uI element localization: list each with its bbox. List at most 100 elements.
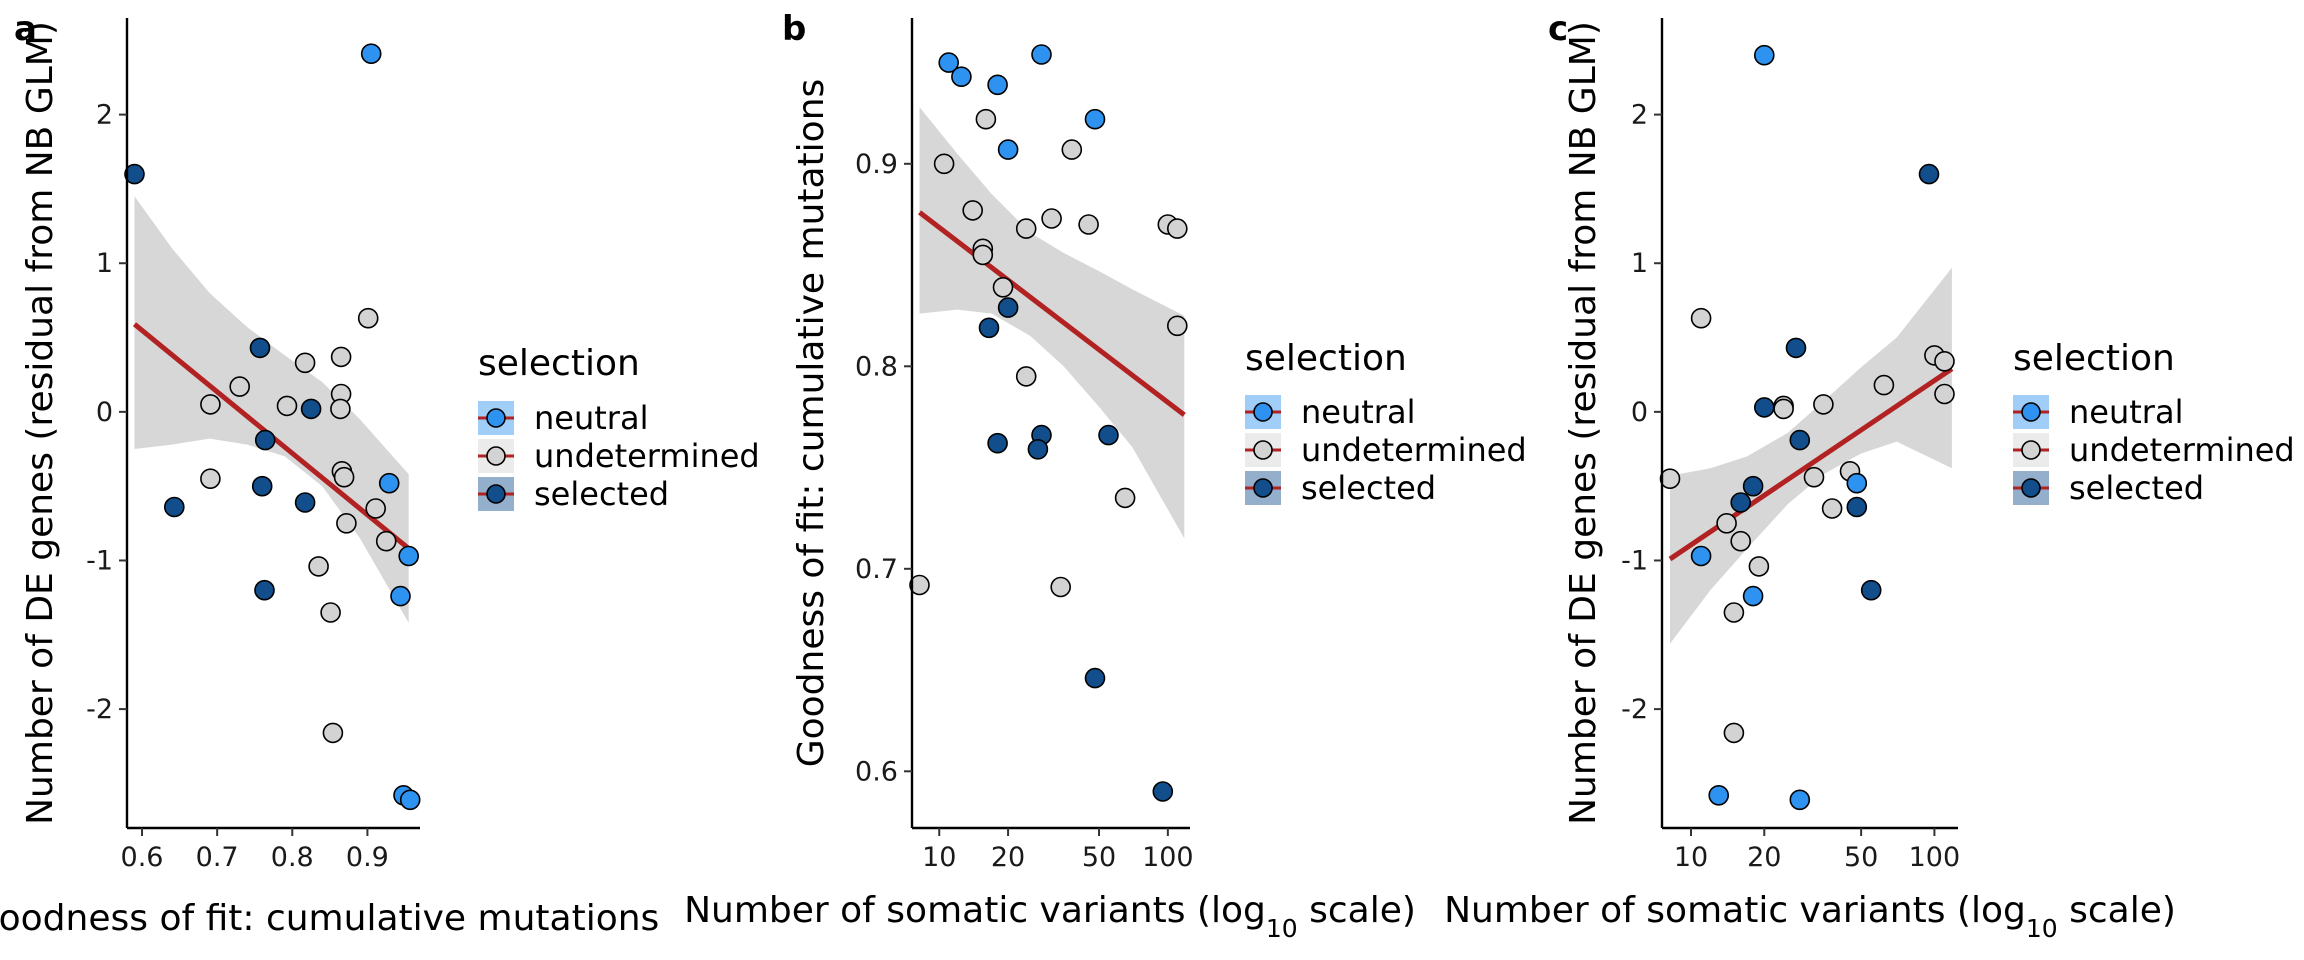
point-undetermined bbox=[1050, 576, 1071, 598]
x-tick-label: 100 bbox=[1142, 842, 1194, 873]
point-undetermined bbox=[1167, 315, 1188, 337]
panel-b: 0.6 0.7 0.8 0.9 10 20 50 100 Number of somatic v… bbox=[684, 9, 1527, 943]
point-neutral bbox=[1754, 44, 1775, 66]
point-selected bbox=[254, 579, 275, 601]
point-neutral bbox=[1084, 108, 1106, 130]
x-tick-label: 50 bbox=[1844, 842, 1878, 873]
legend-key-point bbox=[2021, 440, 2041, 460]
point-selected bbox=[1084, 667, 1106, 689]
legend-title: selection bbox=[1245, 338, 1407, 379]
y-tick-label: -1 bbox=[1621, 545, 1648, 576]
point-undetermined bbox=[1723, 722, 1745, 744]
point-selected bbox=[1846, 496, 1868, 518]
point-undetermined bbox=[357, 307, 379, 329]
y-tick-label: 0 bbox=[96, 397, 113, 428]
point-undetermined bbox=[1015, 218, 1037, 239]
point-undetermined bbox=[972, 244, 994, 266]
point-selected bbox=[1789, 429, 1811, 451]
point-neutral bbox=[1708, 784, 1729, 806]
legend-key-point bbox=[2021, 402, 2041, 422]
legend-label-neutral: neutral bbox=[534, 399, 648, 437]
point-undetermined bbox=[1873, 374, 1895, 396]
y-axis-label: Number of DE genes (residual from NB GLM… bbox=[20, 21, 61, 825]
regression-line bbox=[1668, 366, 1954, 562]
point-selected bbox=[124, 163, 145, 185]
confidence-band bbox=[1670, 267, 1952, 644]
point-selected bbox=[254, 429, 276, 451]
x-axis-label: Goodness of fit: cumulative mutations bbox=[0, 898, 659, 939]
point-undetermined bbox=[1748, 556, 1770, 577]
point-selected bbox=[1730, 492, 1751, 513]
legend-key-point bbox=[1253, 440, 1273, 460]
point-undetermined bbox=[333, 466, 355, 488]
point-selected bbox=[251, 475, 273, 497]
y-tick-label: 0.7 bbox=[855, 554, 898, 585]
point-neutral bbox=[378, 472, 400, 494]
point-undetermined bbox=[1015, 366, 1037, 387]
point-undetermined bbox=[330, 398, 351, 420]
y-tick-label: 0.6 bbox=[855, 756, 898, 787]
x-tick-label: 20 bbox=[991, 842, 1025, 873]
point-undetermined bbox=[975, 108, 997, 130]
point-neutral bbox=[987, 74, 1008, 96]
y-tick-label: 1 bbox=[96, 248, 113, 279]
point-undetermined bbox=[1114, 487, 1136, 509]
legend-key-point bbox=[486, 446, 506, 466]
point-undetermined bbox=[992, 276, 1014, 298]
y-tick-label: 0.9 bbox=[855, 149, 898, 180]
y-tick-label: -2 bbox=[86, 694, 113, 725]
point-neutral bbox=[1846, 472, 1868, 494]
point-undetermined bbox=[1803, 466, 1825, 488]
point-selected bbox=[987, 432, 1008, 454]
point-neutral bbox=[399, 789, 421, 811]
point-undetermined bbox=[308, 556, 329, 577]
x-tick-label: 0.6 bbox=[121, 842, 164, 873]
point-selected bbox=[294, 492, 316, 513]
y-tick-label: -2 bbox=[1621, 694, 1648, 725]
x-tick-label: 0.8 bbox=[271, 842, 314, 873]
legend-label-selected: selected bbox=[1301, 469, 1436, 507]
x-tick-label: 0.9 bbox=[346, 842, 389, 873]
point-selected bbox=[1785, 337, 1807, 359]
y-tick-label: 2 bbox=[1631, 100, 1648, 131]
legend-key-point bbox=[486, 484, 506, 504]
point-neutral bbox=[1789, 789, 1811, 811]
panel-label: a bbox=[14, 9, 37, 49]
point-neutral bbox=[997, 139, 1019, 160]
legend-label-selected: selected bbox=[534, 475, 669, 513]
point-undetermined bbox=[229, 376, 250, 397]
point-neutral bbox=[390, 585, 411, 607]
point-neutral bbox=[1031, 44, 1052, 65]
legend-key-point bbox=[2021, 478, 2041, 498]
point-selected bbox=[300, 398, 322, 420]
point-undetermined bbox=[933, 153, 955, 175]
point-undetermined bbox=[1821, 498, 1843, 519]
point-undetermined bbox=[375, 530, 397, 552]
y-tick-label: 1 bbox=[1631, 248, 1648, 279]
legend-label-neutral: neutral bbox=[1301, 393, 1415, 431]
point-undetermined bbox=[1061, 139, 1083, 160]
x-tick-label: 100 bbox=[1909, 842, 1961, 873]
x-tick-label: 50 bbox=[1082, 842, 1116, 873]
point-selected bbox=[1754, 397, 1775, 418]
point-selected bbox=[1742, 475, 1764, 497]
x-tick-label: 10 bbox=[1674, 842, 1708, 873]
point-undetermined bbox=[1730, 530, 1751, 552]
legend-title: selection bbox=[478, 343, 640, 384]
point-neutral bbox=[951, 66, 972, 87]
legend-label-undetermined: undetermined bbox=[534, 437, 760, 475]
y-tick-label: 2 bbox=[96, 100, 113, 131]
panel-c: -2 -1 0 1 2 10 20 50 100 Number of somatic varian… bbox=[1444, 9, 2295, 943]
point-selected bbox=[1027, 438, 1049, 460]
point-undetermined bbox=[1813, 394, 1834, 415]
point-neutral bbox=[360, 43, 382, 65]
legend-label-undetermined: undetermined bbox=[2069, 431, 2295, 469]
point-selected bbox=[249, 337, 271, 359]
y-tick-label: 0.8 bbox=[855, 351, 898, 382]
point-undetermined bbox=[1934, 350, 1955, 372]
legend-title: selection bbox=[2013, 338, 2175, 379]
legend-label-selected: selected bbox=[2069, 469, 2204, 507]
legend-key-point bbox=[1253, 478, 1273, 498]
